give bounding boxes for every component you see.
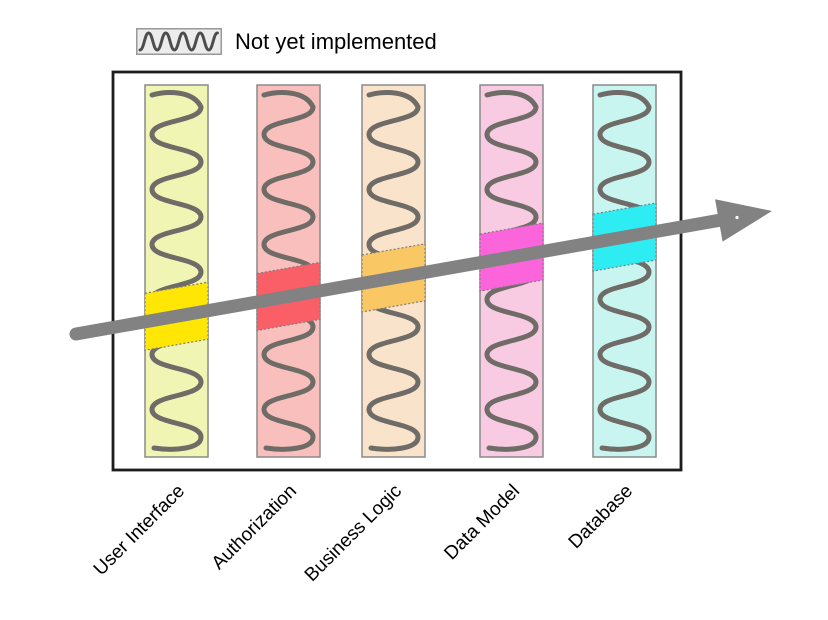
layer-label-database: Database [565,481,637,553]
legend: Not yet implemented [136,28,437,55]
progress-arrow [69,199,772,341]
arrowhead-speck [735,215,739,220]
not-implemented-swatch [136,28,222,55]
layer-label-data-model: Data Model [440,481,524,565]
not-implemented-wave [597,90,652,452]
not-implemented-wave [149,90,204,452]
legend-wave [138,31,219,52]
layer-label-authorization: Authorization [208,481,301,574]
layer-label-user-interface: User Interface [90,481,189,580]
arrowhead [715,199,772,242]
arrow-shaft [69,213,730,341]
layer-label-business-logic: Business Logic [301,481,406,586]
legend-label: Not yet implemented [235,29,437,54]
